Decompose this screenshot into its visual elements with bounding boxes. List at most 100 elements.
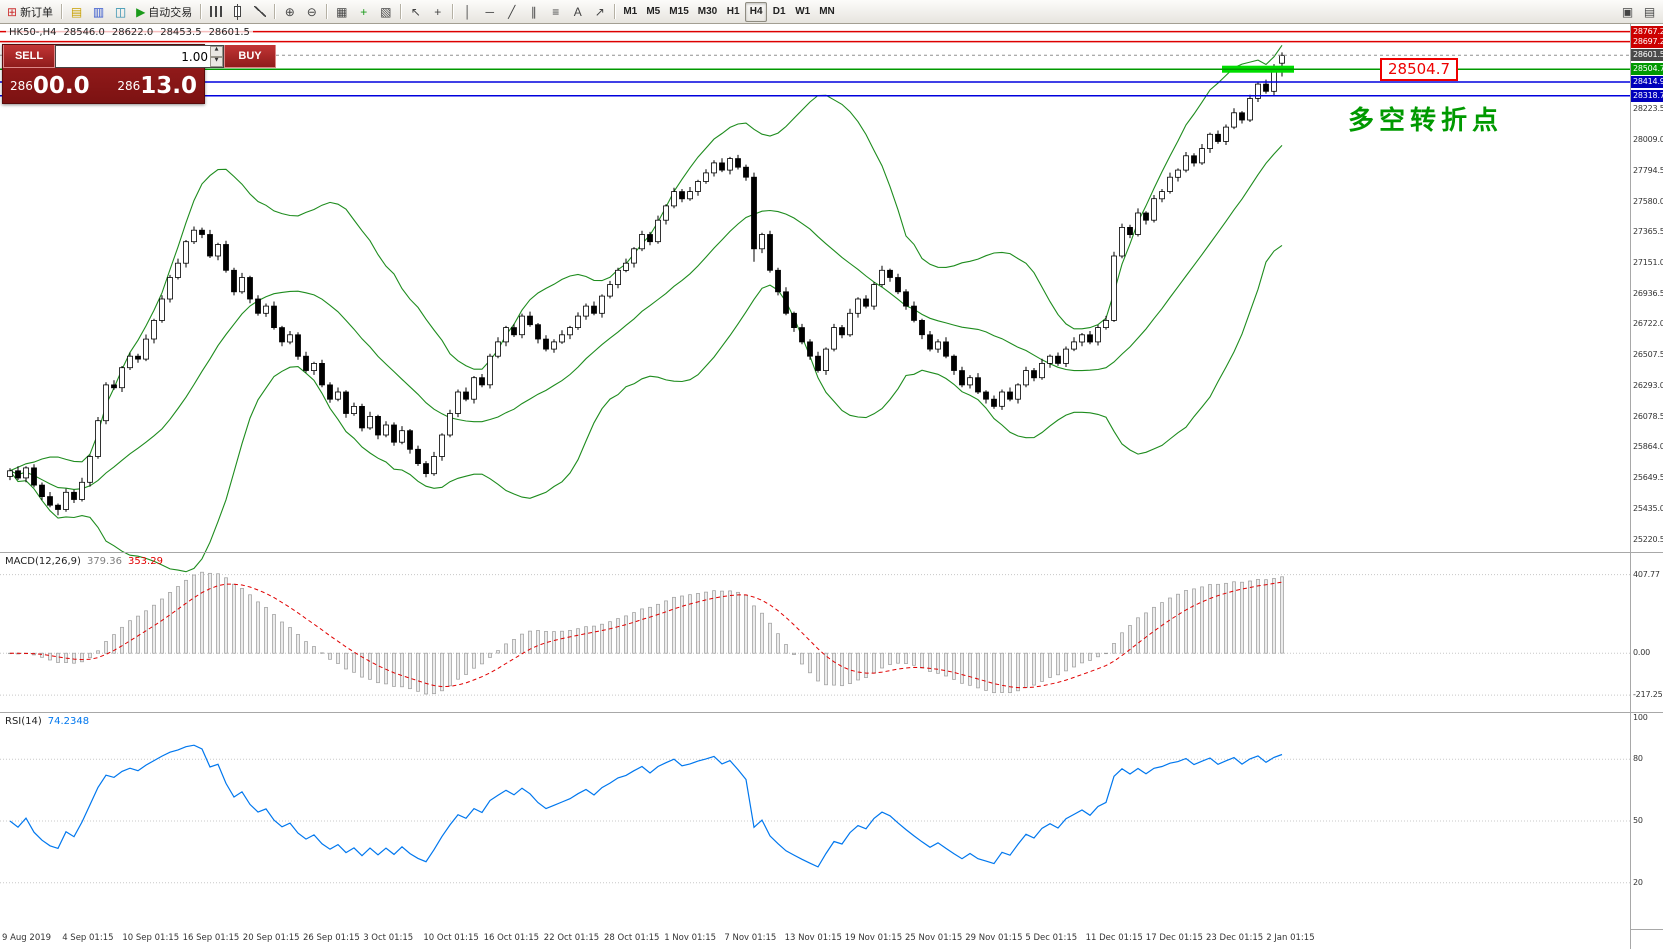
- price-level-flag[interactable]: 28697.2: [1631, 35, 1663, 48]
- indicators-list-glyph: +: [360, 4, 368, 19]
- sell-button[interactable]: SELL: [3, 45, 55, 68]
- fibonacci-tool-icon[interactable]: ≡: [545, 2, 566, 22]
- new-order-button[interactable]: ⊞ 新订单: [3, 2, 57, 22]
- new-order-glyph: ⊞: [7, 4, 18, 19]
- price-tick-label: 26507.5: [1633, 350, 1663, 360]
- rsi-tick-label: 80: [1633, 754, 1643, 764]
- price-axis[interactable]: 28223.5 28009.0 27794.5 27580.0 27365.5 27151…: [1630, 24, 1663, 949]
- time-tick-label: 17 Dec 01:15: [1145, 933, 1203, 943]
- toolbar-separator: [61, 4, 63, 19]
- high-value: 28622.0: [111, 27, 154, 38]
- trendline-tool-icon[interactable]: ╱: [501, 2, 522, 22]
- timeframe-d1-button[interactable]: D1: [768, 2, 790, 22]
- volume-input[interactable]: [56, 46, 210, 67]
- price-tick-label: 25649.5: [1633, 473, 1663, 482]
- auto-trading-label: 自动交易: [148, 6, 193, 19]
- turning-point-annotation: 多空转折点: [1348, 106, 1504, 136]
- timeframe-m30-button[interactable]: M30: [694, 2, 721, 22]
- price-tick-label: 27580.0: [1633, 196, 1663, 206]
- zoom-in-glyph: ⊕: [284, 4, 295, 19]
- time-tick-label: 13 Nov 01:15: [784, 933, 842, 943]
- horizontal-line-tool-glyph: ─: [485, 4, 495, 19]
- volume-field: ▲ ▼: [55, 45, 224, 68]
- timeframe-m5-button[interactable]: M5: [642, 2, 664, 22]
- buy-button[interactable]: BUY: [224, 45, 276, 68]
- fibonacci-tool-glyph: ≡: [552, 4, 560, 19]
- time-tick-label: 9 Aug 2019: [2, 933, 52, 943]
- macd-grid: [0, 574, 1630, 696]
- buy-price[interactable]: 28613.0: [117, 73, 197, 99]
- arrow-objects-tool-glyph: ↗: [594, 4, 605, 19]
- text-tool-icon[interactable]: A: [567, 2, 588, 22]
- arrow-objects-tool-icon[interactable]: ↗: [589, 2, 610, 22]
- axis-panel-separator: [1631, 552, 1663, 553]
- rsi-line: [9, 744, 1283, 868]
- time-axis[interactable]: 9 Aug 2019 4 Sep 01:15 10 Sep 01:15 16 Sep …: [0, 929, 1630, 949]
- timeframe-w1-button[interactable]: W1: [791, 2, 814, 22]
- indicators-list-icon[interactable]: +: [353, 2, 374, 22]
- templates-glyph: ▧: [380, 4, 392, 19]
- low-value: 28453.5: [160, 27, 202, 38]
- window-list-icon[interactable]: ▤: [1639, 2, 1660, 22]
- horizontal-level-lines[interactable]: [0, 30, 1630, 97]
- auto-trading-button[interactable]: ▶ 自动交易: [132, 2, 196, 22]
- timeframe-h1-button[interactable]: H1: [722, 2, 744, 22]
- timeframe-mn-button[interactable]: MN: [815, 2, 839, 22]
- tile-windows-icon[interactable]: ▦: [331, 2, 352, 22]
- toolbar-separator: [614, 4, 616, 19]
- line-chart-mode-icon[interactable]: [249, 2, 270, 22]
- price-tick-label: 25435.0: [1633, 503, 1663, 513]
- bar-chart-mode-icon[interactable]: [205, 2, 226, 22]
- candlestick-mode-icon[interactable]: [227, 2, 248, 22]
- arrange-windows-icon[interactable]: ▣: [1617, 2, 1638, 22]
- macd-histogram: [8, 571, 1284, 695]
- price-level-flag[interactable]: 28767.2: [1631, 25, 1663, 38]
- crosshair-tool-icon[interactable]: +: [427, 2, 448, 22]
- candlestick-mode-glyph: [234, 4, 242, 20]
- new-order-label: 新订单: [20, 6, 54, 19]
- text-tool-glyph: A: [573, 4, 582, 19]
- price-level-flag[interactable]: 28318.7: [1631, 89, 1663, 102]
- time-tick-label: 2 Jan 01:15: [1266, 933, 1315, 943]
- new-chart-icon[interactable]: ▤: [66, 2, 87, 22]
- cursor-tool-glyph: ↖: [410, 4, 421, 19]
- equidistant-channel-tool-icon[interactable]: ∥: [523, 2, 544, 22]
- toolbar-right-group: ▣ ▤: [1617, 2, 1660, 22]
- time-tick-label: 11 Dec 01:15: [1085, 933, 1143, 943]
- macd-tick-label: -217.25: [1633, 690, 1663, 700]
- zoom-out-icon[interactable]: ⊖: [301, 2, 322, 22]
- volume-up-button[interactable]: ▲: [210, 46, 223, 57]
- price-level-flag[interactable]: 28601.5: [1631, 49, 1663, 62]
- macd-tick-label: 407.77: [1633, 569, 1660, 579]
- price-tick-label: 26936.5: [1633, 288, 1663, 298]
- rsi-grid: [0, 758, 1630, 884]
- price-flag-label: 28504.7: [1380, 58, 1459, 81]
- time-tick-label: 10 Oct 01:15: [423, 933, 479, 943]
- cursor-tool-icon[interactable]: ↖: [405, 2, 426, 22]
- rsi-value: 74.2348: [47, 716, 90, 727]
- price-level-flag[interactable]: 28414.9: [1631, 76, 1663, 88]
- zoom-in-icon[interactable]: ⊕: [279, 2, 300, 22]
- toolbar-separator: [452, 4, 454, 19]
- templates-icon[interactable]: ▧: [375, 2, 396, 22]
- time-tick-label: 10 Sep 01:15: [122, 933, 180, 943]
- rsi-indicator-label: RSI(14) 74.2348: [5, 716, 89, 727]
- time-tick-label: 7 Nov 01:15: [724, 933, 777, 943]
- time-tick-label: 4 Sep 01:15: [62, 933, 114, 943]
- profiles-icon[interactable]: ▥: [88, 2, 109, 22]
- price-level-flag[interactable]: 28504.7: [1631, 63, 1663, 76]
- time-tick-label: 5 Dec 01:15: [1025, 933, 1078, 943]
- market-watch-icon[interactable]: ◫: [110, 2, 131, 22]
- sell-price[interactable]: 28600.0: [10, 73, 90, 99]
- vertical-line-tool-icon[interactable]: │: [457, 2, 478, 22]
- time-tick-label: 26 Sep 01:15: [303, 933, 360, 943]
- volume-down-button[interactable]: ▼: [210, 56, 223, 67]
- time-tick-label: 23 Dec 01:15: [1206, 933, 1264, 943]
- horizontal-line-tool-icon[interactable]: ─: [479, 2, 500, 22]
- timeframe-h4-button[interactable]: H4: [745, 1, 768, 22]
- timeframe-m15-button[interactable]: M15: [665, 2, 692, 22]
- axis-panel-separator: [1631, 712, 1663, 713]
- timeframe-m1-button[interactable]: M1: [619, 2, 641, 22]
- rsi-tick-label: 50: [1633, 816, 1643, 825]
